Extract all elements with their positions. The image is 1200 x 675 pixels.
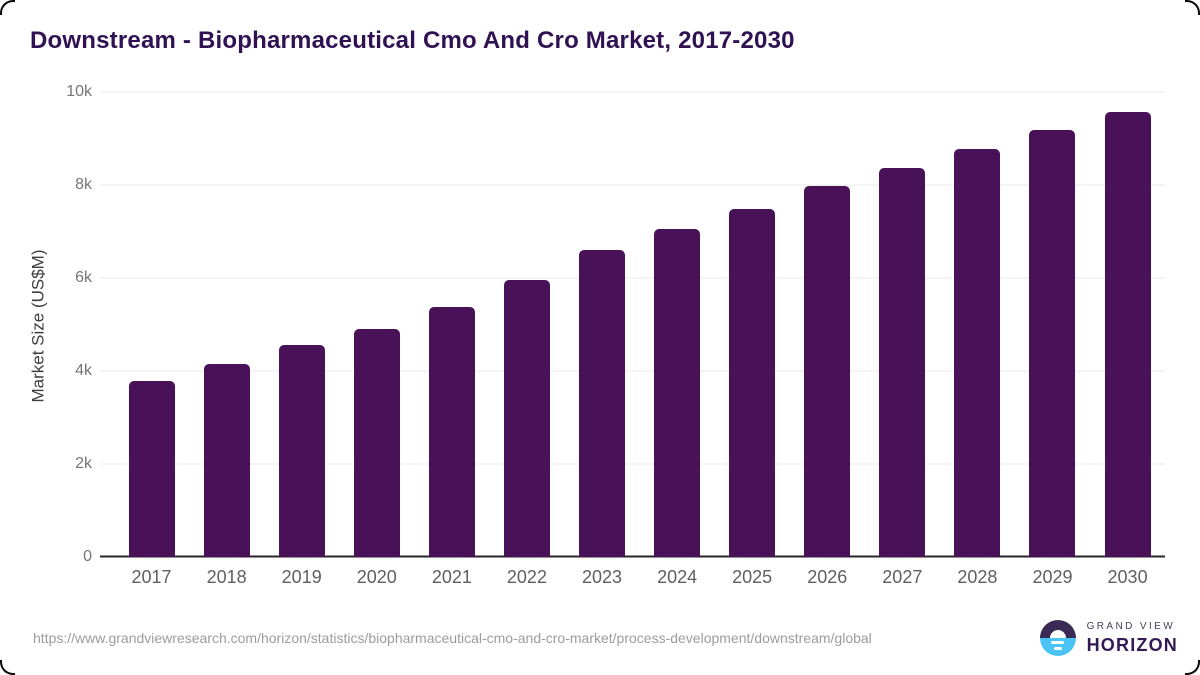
rounded-corner-bottom-left <box>0 660 15 675</box>
grid-line-6k <box>100 277 1165 279</box>
bar-slot-2021 <box>414 92 489 557</box>
y-tick-label-0: 0 <box>83 548 92 565</box>
bar-slot-2018 <box>189 92 264 557</box>
x-label-2024: 2024 <box>657 567 698 587</box>
bar-2023[interactable] <box>579 250 625 557</box>
x-label-2021: 2021 <box>431 567 472 587</box>
bar-2030[interactable] <box>1104 112 1151 557</box>
bar-slot-2025 <box>715 92 790 557</box>
x-label-2026: 2026 <box>807 567 848 587</box>
y-axis-ticks: 0 2k 4k 6k 8k 10k <box>0 83 92 565</box>
x-label-2030: 2030 <box>1107 567 1148 587</box>
rounded-corner-top-right <box>1185 0 1200 15</box>
bar-2028[interactable] <box>954 149 1001 557</box>
bar-2029[interactable] <box>1029 130 1076 557</box>
rounded-corner-top-left <box>0 0 15 15</box>
bar-2025[interactable] <box>729 209 776 557</box>
logo-text: GRAND VIEW HORIZON <box>1086 621 1178 655</box>
bar-2018[interactable] <box>203 363 250 557</box>
grid-line-2k <box>100 463 1165 465</box>
reflection-line-2 <box>1053 647 1062 650</box>
bar-2021[interactable] <box>428 306 475 557</box>
x-label-2028: 2028 <box>957 567 998 587</box>
x-label-2029: 2029 <box>1032 567 1073 587</box>
x-axis-labels: 2017 2018 2019 2020 2021 2022 2023 2024 2025 2026… <box>100 567 1165 588</box>
bar-slot-2019 <box>264 92 339 557</box>
bar-slot-2020 <box>339 92 414 557</box>
y-tick-label-2k: 2k <box>75 455 92 472</box>
brand-logo: GRAND VIEW HORIZON <box>1039 620 1178 656</box>
bar-slot-2028 <box>940 92 1015 557</box>
bar-slot-2029 <box>1015 92 1090 557</box>
y-tick-label-6k: 6k <box>75 269 92 286</box>
x-label-2023: 2023 <box>581 567 623 587</box>
bar-slot-2024 <box>640 92 715 557</box>
x-axis-line <box>100 555 1165 558</box>
source-url: https://www.grandviewresearch.com/horizo… <box>33 630 872 646</box>
y-tick-label-8k: 8k <box>75 176 92 193</box>
horizon-sun-icon <box>1039 620 1076 656</box>
grid-line-4k <box>100 370 1165 372</box>
y-tick-label-10k: 10k <box>66 83 92 100</box>
bar-2020[interactable] <box>353 329 400 557</box>
logo-grand-view-text: GRAND VIEW <box>1086 621 1176 632</box>
x-label-2025: 2025 <box>732 567 773 587</box>
grid-line-8k <box>100 184 1165 186</box>
x-label-2017: 2017 <box>131 567 172 587</box>
sun-dome-shape <box>1049 630 1066 638</box>
x-label-2018: 2018 <box>206 567 247 587</box>
reflection-line-1 <box>1051 641 1065 644</box>
bar-2026[interactable] <box>804 185 851 557</box>
bar-2019[interactable] <box>278 345 325 557</box>
bar-2024[interactable] <box>654 229 701 557</box>
bar-slot-2030 <box>1090 92 1165 557</box>
rounded-corner-bottom-right <box>1185 660 1200 675</box>
bar-2022[interactable] <box>503 280 550 557</box>
bar-2017[interactable] <box>128 380 175 557</box>
bar-slot-2022 <box>489 92 564 557</box>
x-label-2027: 2027 <box>882 567 923 587</box>
bars-row <box>100 92 1165 557</box>
grid-line-10k <box>100 91 1165 93</box>
bar-slot-2017 <box>114 92 189 557</box>
x-label-2020: 2020 <box>356 567 397 587</box>
logo-horizon-text: HORIZON <box>1086 635 1178 655</box>
bar-slot-2023 <box>564 92 639 557</box>
bar-slot-2027 <box>865 92 940 557</box>
y-tick-label-4k: 4k <box>75 362 92 379</box>
bar-slot-2026 <box>790 92 865 557</box>
bar-2027[interactable] <box>879 167 926 557</box>
chart-title: Downstream - Biopharmaceutical Cmo And C… <box>30 27 795 54</box>
plot-area <box>100 91 1165 558</box>
x-label-2022: 2022 <box>506 567 547 587</box>
x-label-2019: 2019 <box>281 567 322 587</box>
